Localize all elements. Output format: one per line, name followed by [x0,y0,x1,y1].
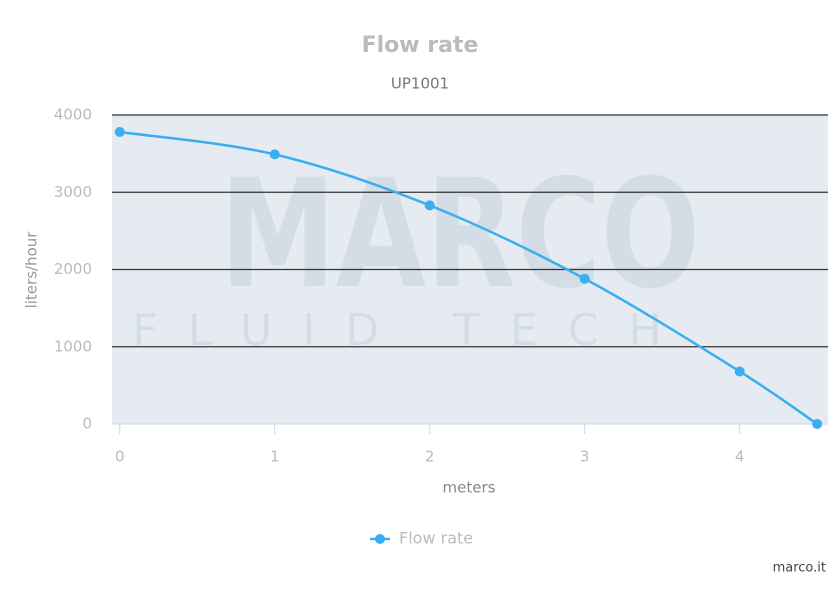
y-tick-label: 2000 [54,260,92,278]
x-tick-label: 1 [270,448,280,466]
y-axis-title: liters/hour [23,231,41,309]
point [734,366,745,377]
x-tick-label: 3 [580,448,590,466]
point [812,419,823,429]
x-axis-title: meters [443,479,496,497]
y-tick-label: 4000 [54,106,92,124]
point [114,126,125,137]
x-tick-label: 4 [735,448,745,466]
y-tick-label: 3000 [54,183,92,201]
legend-symbol [375,534,385,544]
point [579,273,590,284]
y-tick-label: 1000 [54,337,92,355]
chart-subtitle: UP1001 [391,75,449,93]
credit: marco.it [773,561,826,576]
chart-title: Flow rate [362,33,479,58]
x-tick-label: 0 [115,448,125,466]
watermark: MARCO [220,148,700,322]
point [424,200,435,211]
y-tick-label: 0 [82,415,92,433]
point [269,149,280,160]
x-tick-label: 2 [425,448,435,466]
watermark: FLUID TECH [132,305,691,356]
legend-label: Flow rate [399,529,473,548]
